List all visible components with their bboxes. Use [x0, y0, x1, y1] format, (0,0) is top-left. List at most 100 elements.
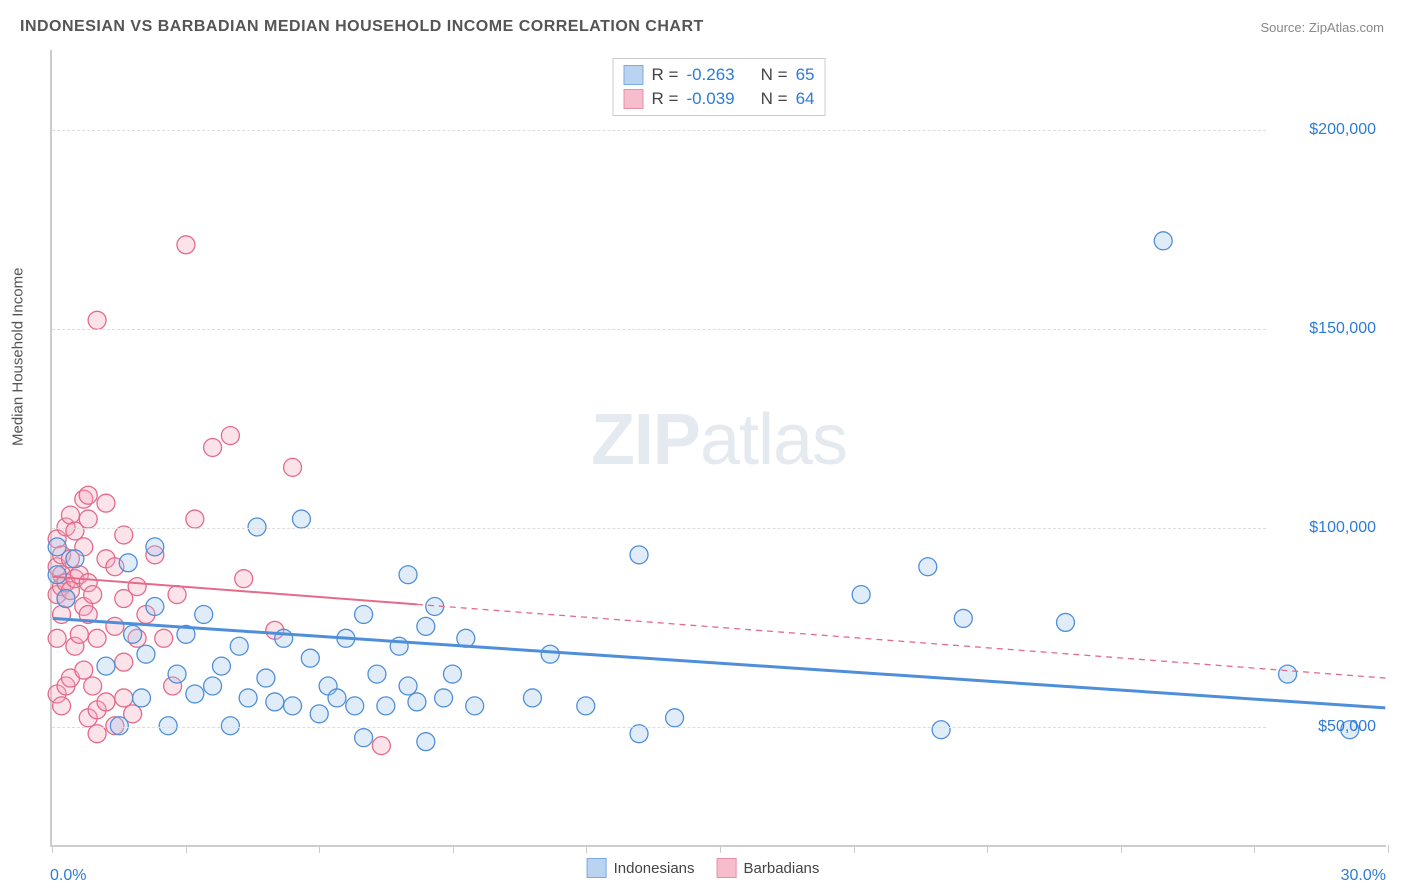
indonesians-point: [666, 709, 684, 727]
barbadians-point: [75, 661, 93, 679]
r-label: R =: [652, 65, 679, 85]
indonesians-point: [221, 717, 239, 735]
barbadians-point: [88, 629, 106, 647]
correlation-legend-row: R = -0.039 N = 64: [624, 87, 815, 111]
indonesians-point: [186, 685, 204, 703]
indonesians-point: [133, 689, 151, 707]
y-tick-label: $200,000: [1309, 121, 1376, 139]
indonesians-point: [541, 645, 559, 663]
legend-item: Indonesians: [587, 858, 695, 878]
indonesians-legend-label: Indonesians: [614, 860, 695, 877]
x-tick: [854, 845, 855, 853]
barbadians-point: [106, 617, 124, 635]
indonesians-point: [523, 689, 541, 707]
barbadians-legend-label: Barbadians: [744, 860, 820, 877]
indonesians-point: [852, 586, 870, 604]
barbadians-point: [177, 236, 195, 254]
indonesians-point: [466, 697, 484, 715]
indonesians-point: [204, 677, 222, 695]
indonesians-point: [1154, 232, 1172, 250]
indonesians-point: [146, 598, 164, 616]
x-axis-label: 0.0%: [50, 867, 86, 885]
scatter-plot-area: ZIPatlas R =-0.263N =65R =-0.039N =64 $5…: [50, 50, 1386, 847]
indonesians-swatch-icon: [587, 858, 607, 878]
barbadians-point: [53, 697, 71, 715]
indonesians-point: [368, 665, 386, 683]
indonesians-point: [1057, 613, 1075, 631]
indonesians-point: [248, 518, 266, 536]
barbadians-point: [115, 653, 133, 671]
indonesians-point: [301, 649, 319, 667]
gridline: [52, 727, 1266, 728]
barbadians-point: [168, 586, 186, 604]
indonesians-point: [110, 717, 128, 735]
gridline: [52, 528, 1266, 529]
correlation-legend-row: R =-0.263N =65: [624, 63, 815, 87]
indonesians-point: [355, 729, 373, 747]
indonesians-point: [310, 705, 328, 723]
x-axis-label: 30.0%: [1341, 867, 1386, 885]
indonesians-point: [346, 697, 364, 715]
n-label: N =: [761, 65, 788, 85]
r-label: R =: [652, 89, 679, 109]
barbadians-point: [115, 689, 133, 707]
indonesians-point: [435, 689, 453, 707]
indonesians-point: [408, 693, 426, 711]
indonesians-point: [355, 605, 373, 623]
barbadians-point: [221, 427, 239, 445]
x-tick: [453, 845, 454, 853]
source-attribution: Source: ZipAtlas.com: [1260, 20, 1384, 35]
x-tick: [186, 845, 187, 853]
svg-data-layer: [52, 50, 1386, 845]
indonesians-point: [399, 566, 417, 584]
barbadians-point: [97, 693, 115, 711]
barbadians-regression-line-dashed: [417, 604, 1385, 678]
barbadians-swatch-icon: [624, 89, 644, 109]
indonesians-point: [124, 625, 142, 643]
barbadians-point: [204, 439, 222, 457]
indonesians-point: [146, 538, 164, 556]
indonesians-point: [932, 721, 950, 739]
indonesians-r-value: -0.263: [686, 65, 734, 85]
barbadians-swatch-icon: [717, 858, 737, 878]
barbadians-point: [128, 578, 146, 596]
x-tick: [987, 845, 988, 853]
indonesians-point: [266, 693, 284, 711]
barbadians-point: [84, 586, 102, 604]
barbadians-point: [372, 737, 390, 755]
indonesians-point: [1279, 665, 1297, 683]
indonesians-point: [443, 665, 461, 683]
indonesians-point: [137, 645, 155, 663]
indonesians-point: [213, 657, 231, 675]
indonesians-point: [377, 697, 395, 715]
indonesians-point: [48, 538, 66, 556]
barbadians-point: [235, 570, 253, 588]
gridline: [52, 130, 1266, 131]
n-label: N =: [761, 89, 788, 109]
y-tick-label: $150,000: [1309, 320, 1376, 338]
indonesians-point: [399, 677, 417, 695]
indonesians-point: [48, 566, 66, 584]
indonesians-point: [119, 554, 137, 572]
y-tick-label: $50,000: [1318, 718, 1376, 736]
barbadians-point: [61, 506, 79, 524]
x-tick: [1121, 845, 1122, 853]
x-tick: [1388, 845, 1389, 853]
barbadians-r-value: -0.039: [686, 89, 734, 109]
indonesians-point: [292, 510, 310, 528]
y-axis-title: Median Household Income: [10, 268, 27, 446]
barbadians-point: [97, 494, 115, 512]
barbadians-point: [88, 311, 106, 329]
indonesians-point: [284, 697, 302, 715]
x-tick: [720, 845, 721, 853]
indonesians-point: [97, 657, 115, 675]
indonesians-point: [57, 590, 75, 608]
indonesians-point: [919, 558, 937, 576]
indonesians-point: [66, 550, 84, 568]
y-tick-label: $100,000: [1309, 519, 1376, 537]
barbadians-point: [186, 510, 204, 528]
barbadians-n-value: 64: [796, 89, 815, 109]
indonesians-point: [630, 546, 648, 564]
x-tick: [319, 845, 320, 853]
indonesians-point: [195, 605, 213, 623]
